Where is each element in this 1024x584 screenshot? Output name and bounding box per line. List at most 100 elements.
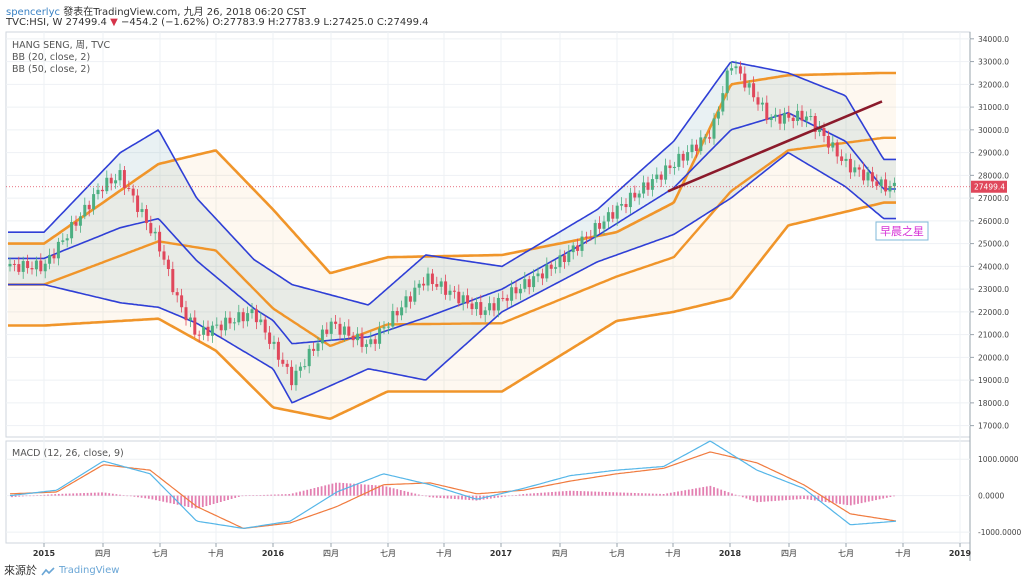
macd-hist-bar <box>277 494 280 496</box>
price-tick-label: 24000.0 <box>978 262 1009 271</box>
macd-hist-bar <box>241 495 244 497</box>
macd-hist-bar <box>327 484 330 496</box>
candle-body <box>241 312 245 322</box>
candle-body <box>136 195 140 212</box>
candle-body <box>840 156 844 161</box>
candle-body <box>263 319 267 333</box>
legend-bb20[interactable]: BB (20, close, 2) <box>12 52 91 63</box>
candle-body <box>875 181 879 186</box>
macd-hist-bar <box>86 492 89 496</box>
macd-hist-bar <box>18 495 21 497</box>
macd-hist-bar <box>687 489 690 496</box>
candle-body <box>562 255 566 263</box>
candle-body <box>804 116 808 121</box>
candles <box>8 60 896 391</box>
legend-symbol[interactable]: HANG SENG, 周, TVC <box>12 40 111 51</box>
candle-body <box>347 326 351 336</box>
candle-body <box>188 317 192 321</box>
macd-hist-bar <box>626 492 629 496</box>
candle-body <box>87 204 91 210</box>
bb50-basis-line <box>8 136 896 348</box>
candle-body <box>884 179 888 192</box>
macd-hist-bar <box>698 487 701 496</box>
candle-body <box>532 276 536 288</box>
macd-hist-bar <box>446 495 449 499</box>
time-tick-label: 四月 <box>552 549 568 558</box>
candle-body <box>158 231 162 252</box>
macd-hist-bar <box>569 490 571 496</box>
macd-hist-bar <box>677 491 679 496</box>
time-tick-label: 2017 <box>490 549 512 558</box>
candle-body <box>466 295 470 304</box>
candle-body <box>593 223 597 238</box>
macd-hist-bar <box>284 494 287 496</box>
macd-hist-bar <box>385 486 388 496</box>
macd-hist-bar <box>83 493 85 496</box>
macd-hist-bar <box>565 490 568 496</box>
tradingview-logo-icon <box>41 566 55 575</box>
candle-body <box>114 180 118 184</box>
candle-body <box>70 222 74 239</box>
tradingview-link[interactable]: TradingView <box>59 564 120 576</box>
macd-hist-bar <box>255 495 258 496</box>
candle-body <box>320 329 324 344</box>
time-tick-label: 2015 <box>33 549 56 558</box>
candle-body <box>800 110 804 121</box>
candle-body <box>153 231 157 234</box>
macd-hist-bar <box>561 491 564 496</box>
macd-hist-bar <box>525 493 528 496</box>
candle-body <box>334 321 338 324</box>
macd-hist-bar <box>882 495 885 499</box>
macd-pane <box>5 440 971 544</box>
candle-body <box>140 209 144 212</box>
macd-hist-bar <box>648 493 651 496</box>
candle-body <box>778 114 782 124</box>
candle-body <box>408 296 412 302</box>
macd-hist-bar <box>597 491 600 496</box>
annotation-box <box>875 221 929 241</box>
candle-body <box>369 339 373 345</box>
candle-body <box>659 174 663 180</box>
macd-hist-bar <box>457 495 460 500</box>
candle-body <box>439 281 443 287</box>
macd-hist-bar <box>792 495 795 500</box>
time-tick-label: 七月 <box>152 549 168 558</box>
author-link[interactable]: spencerlyc <box>6 7 61 18</box>
candle-body <box>752 83 756 98</box>
price-pane <box>5 31 971 438</box>
candle-body <box>721 93 725 112</box>
macd-hist-bar <box>734 494 737 496</box>
macd-tick-label: -1000.0000 <box>978 528 1021 537</box>
macd-hist-bar <box>381 485 384 496</box>
candle-body <box>8 263 12 267</box>
macd-hist-bar <box>407 491 409 496</box>
macd-hist-bar <box>493 495 496 499</box>
macd-hist-bar <box>378 485 381 496</box>
time-tick-label: 2019 <box>949 549 972 558</box>
annotation-label: 早晨之星 <box>880 224 924 238</box>
trend-line <box>667 100 883 193</box>
legend-bb50[interactable]: BB (50, close, 2) <box>12 64 91 75</box>
macd-hist-bar <box>320 486 323 496</box>
candle-body <box>232 322 236 324</box>
macd-hist-bar <box>201 495 204 508</box>
candle-body <box>166 259 170 270</box>
candle-body <box>743 73 747 88</box>
candle-body <box>202 326 206 335</box>
candle-body <box>395 311 399 316</box>
macd-hist-bar <box>871 495 874 501</box>
bb20-upper-line <box>8 60 896 306</box>
candle-body <box>615 205 619 219</box>
candle-body <box>523 279 527 289</box>
candle-body <box>527 279 531 288</box>
macd-hist-bar <box>169 495 172 504</box>
candle-body <box>26 261 30 269</box>
macd-signal-line <box>9 451 897 530</box>
time-tick-label: 十月 <box>665 548 681 558</box>
candle-body <box>329 321 333 334</box>
macd-hist-bar <box>306 489 309 496</box>
legend-macd[interactable]: MACD (12, 26, close, 9) <box>12 448 124 459</box>
candle-body <box>184 307 188 321</box>
